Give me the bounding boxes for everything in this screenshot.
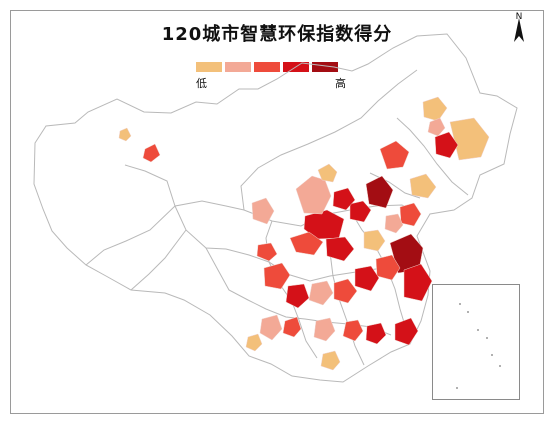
province-boundary	[396, 117, 469, 196]
city-region-18	[245, 333, 263, 352]
city-region-33	[409, 173, 437, 199]
inset-island	[467, 311, 469, 313]
north-arrow: N	[512, 12, 526, 46]
province-boundary	[265, 220, 318, 359]
country-boundary	[33, 33, 518, 383]
city-region-5	[379, 140, 410, 170]
city-region-6	[295, 175, 332, 215]
city-region-7	[317, 163, 338, 183]
city-region-11	[375, 254, 401, 281]
city-region-16	[263, 262, 291, 290]
city-region-14	[308, 280, 334, 306]
inset-island	[477, 329, 479, 331]
city-region-31	[434, 131, 459, 159]
city-region-26	[251, 197, 275, 225]
city-region-36	[332, 187, 356, 211]
city-region-24	[320, 350, 341, 371]
province-boundary	[85, 205, 176, 266]
city-region-20	[313, 317, 336, 342]
city-regions	[118, 96, 490, 371]
city-region-8	[349, 200, 372, 223]
city-region-15	[285, 283, 310, 309]
city-region-34	[399, 202, 422, 227]
city-region-23	[394, 317, 419, 346]
city-region-22	[365, 322, 387, 345]
city-region-35	[363, 229, 386, 252]
province-boundary	[240, 69, 418, 211]
north-arrow-icon	[514, 18, 524, 42]
city-region-32	[427, 117, 446, 137]
city-region-10	[403, 263, 433, 302]
city-region-4	[365, 175, 394, 209]
city-region-28	[118, 127, 132, 142]
legend-swatch-1	[196, 62, 222, 72]
legend-swatch-5	[312, 62, 338, 72]
city-region-21	[342, 319, 364, 342]
city-region-25	[256, 242, 278, 262]
inset-island	[499, 365, 501, 367]
city-region-12	[354, 265, 380, 292]
legend-swatch-3	[254, 62, 280, 72]
north-label: N	[515, 12, 523, 22]
city-region-3	[325, 236, 355, 262]
inset-island	[456, 387, 458, 389]
city-region-37	[384, 213, 404, 234]
inset-island	[491, 354, 493, 356]
inset-island	[486, 337, 488, 339]
legend-high-label: 高	[335, 77, 346, 90]
city-region-19	[282, 316, 302, 338]
legend-low-label: 低	[196, 77, 207, 90]
city-region-29	[422, 96, 448, 122]
inset-island	[459, 303, 461, 305]
city-region-27	[142, 143, 161, 163]
south-china-sea-inset	[432, 284, 520, 400]
city-region-13	[333, 278, 358, 304]
province-boundary	[130, 229, 187, 291]
map-title: 120城市智慧环保指数得分	[161, 24, 393, 45]
city-region-2	[289, 231, 324, 256]
legend-swatch-2	[225, 62, 251, 72]
city-region-30	[449, 117, 490, 161]
city-region-17	[259, 314, 283, 341]
inset-islands	[456, 303, 501, 389]
